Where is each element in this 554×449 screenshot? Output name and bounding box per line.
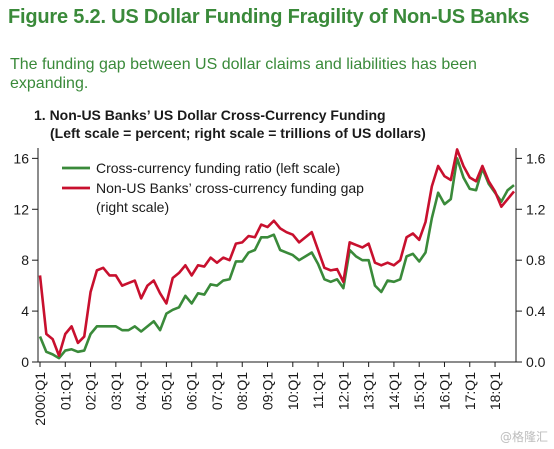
x-tick-label: 13:Q1 (361, 372, 377, 410)
series-line-funding-gap (38, 148, 516, 357)
x-tick-label: 08:Q1 (234, 372, 250, 410)
legend: Cross-currency funding ratio (left scale… (62, 160, 364, 215)
watermark: @格隆汇 (499, 430, 548, 444)
x-tick-label: 11:Q1 (310, 372, 326, 409)
figure-title: Figure 5.2. US Dollar Funding Fragility … (8, 6, 530, 28)
right-tick-label: 0.4 (526, 303, 546, 319)
x-tick-label: 17:Q1 (462, 372, 478, 410)
left-tick-label: 12 (13, 201, 29, 217)
x-tick-label: 10:Q1 (285, 372, 301, 410)
x-tick-label: 01:Q1 (57, 372, 73, 410)
x-tick-label: 02:Q1 (83, 372, 99, 410)
x-tick-label: 09:Q1 (260, 372, 276, 410)
legend-label: Non-US Banks’ cross-currency funding gap (96, 180, 364, 196)
right-tick-label: 0.0 (526, 354, 546, 370)
axes: 0 4 8 12 16 0.0 0.4 0.8 1.2 1.6 2000:Q1 01:Q1 02:Q1 0… (13, 148, 546, 426)
panel-title-line2: (Left scale = percent; right scale = tri… (50, 125, 426, 141)
left-tick-label: 4 (21, 303, 29, 319)
left-tick-label: 8 (21, 252, 29, 268)
x-tick-label: 16:Q1 (436, 372, 452, 410)
series (38, 148, 516, 360)
series-line-funding-ratio (38, 157, 515, 360)
left-tick-label: 0 (21, 354, 29, 370)
x-tick-label: 05:Q1 (158, 372, 174, 410)
figure-subtitle: The funding gap between US dollar claims… (10, 56, 477, 92)
x-tick-label: 2000:Q1 (32, 372, 48, 426)
right-tick-label: 0.8 (526, 252, 546, 268)
x-tick-label: 06:Q1 (184, 372, 200, 410)
legend-label: Cross-currency funding ratio (left scale… (96, 160, 340, 176)
right-tick-label: 1.6 (526, 150, 546, 166)
x-tick-label: 04:Q1 (133, 372, 149, 410)
x-tick-label: 14:Q1 (386, 372, 402, 410)
x-tick-label: 15:Q1 (411, 372, 427, 410)
left-tick-label: 16 (13, 150, 29, 166)
right-tick-label: 1.2 (526, 201, 546, 217)
x-tick-label: 12:Q1 (335, 372, 351, 410)
panel-title-line1: 1. Non-US Banks’ US Dollar Cross-Currenc… (34, 107, 386, 123)
x-tick-label: 07:Q1 (209, 372, 225, 410)
legend-label-line2: (right scale) (96, 199, 169, 215)
x-tick-label: 03:Q1 (108, 372, 124, 410)
x-tick-label: 18:Q1 (487, 372, 503, 410)
panel-title: 1. Non-US Banks’ US Dollar Cross-Currenc… (34, 106, 426, 142)
